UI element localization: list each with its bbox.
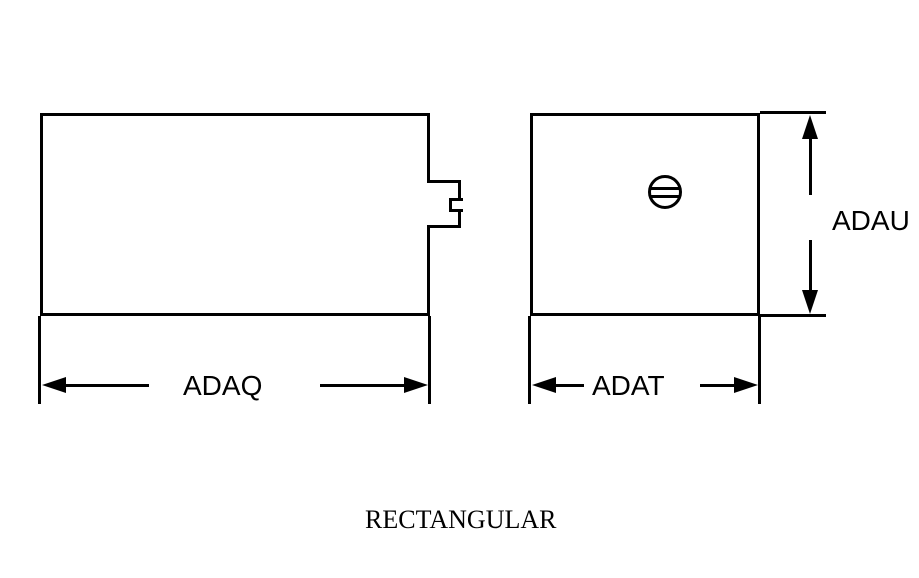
adat-line-left: [554, 384, 584, 387]
screw-head-icon: [648, 175, 682, 209]
adau-arrow-up: [802, 115, 818, 139]
adau-line-top: [809, 137, 812, 195]
adaq-ext-left: [38, 316, 41, 404]
adat-arrow-left: [532, 377, 556, 393]
adaq-line-right: [320, 384, 406, 387]
circle-line-1: [651, 187, 679, 190]
adaq-arrow-left: [42, 377, 66, 393]
adaq-line-left: [64, 384, 149, 387]
adat-ext-left: [528, 316, 531, 404]
circle-line-2: [651, 195, 679, 198]
adat-ext-right: [758, 316, 761, 404]
adau-line-bottom: [809, 240, 812, 292]
adau-label: ADAU: [832, 205, 910, 237]
tab-join: [427, 183, 433, 225]
diagram-title: RECTANGULAR: [365, 505, 556, 535]
adau-ext-bottom: [760, 314, 826, 317]
adat-line-right: [700, 384, 734, 387]
adau-ext-top: [760, 111, 826, 114]
adaq-ext-right: [428, 316, 431, 404]
tab-notch: [449, 198, 463, 212]
diagram-container: ADAQ ADAT ADAU RECTANGULAR: [0, 0, 919, 578]
adaq-arrow-right: [404, 377, 428, 393]
side-view-rect: [40, 113, 430, 316]
end-view-rect: [530, 113, 760, 316]
adau-arrow-down: [802, 290, 818, 314]
adat-arrow-right: [734, 377, 758, 393]
adat-label: ADAT: [592, 370, 665, 402]
adaq-label: ADAQ: [183, 370, 262, 402]
